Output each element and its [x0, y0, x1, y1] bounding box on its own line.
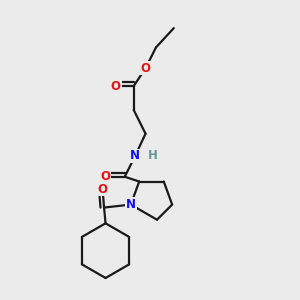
Text: N: N [126, 198, 136, 211]
Text: O: O [98, 183, 108, 196]
Text: O: O [100, 170, 110, 183]
Text: N: N [130, 149, 140, 162]
Text: O: O [111, 80, 121, 93]
Text: H: H [148, 149, 158, 162]
Text: O: O [140, 62, 151, 75]
